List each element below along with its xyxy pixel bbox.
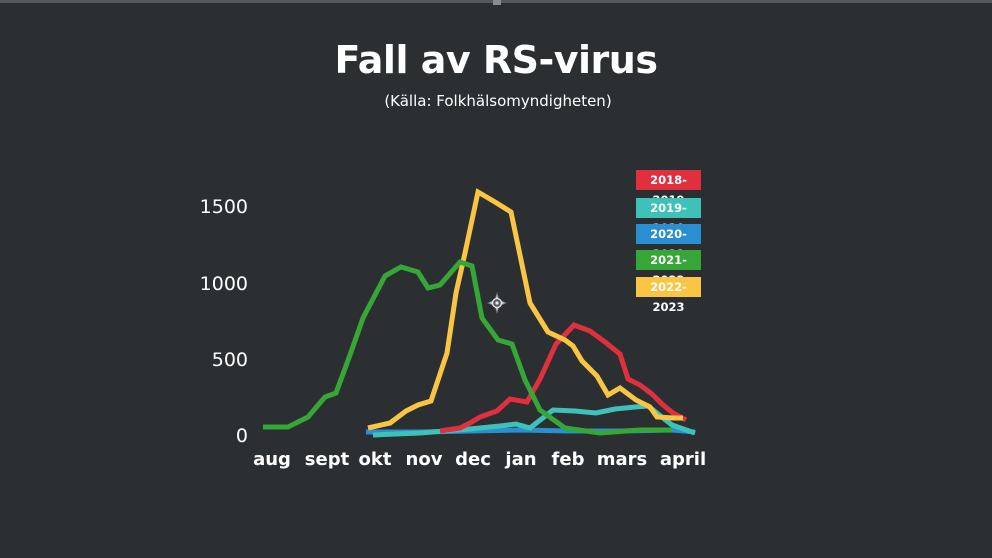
y-tick-500: 500 — [212, 349, 248, 371]
x-tick-mars: mars — [597, 449, 648, 470]
legend-2019-2020: 2019-2020 — [636, 198, 701, 235]
legend-2018-2019: 2018-2019 — [636, 170, 701, 207]
series-2021-2022 — [263, 259, 672, 436]
x-tick-nov: nov — [406, 449, 443, 470]
window-drag-handle[interactable] — [493, 0, 501, 5]
x-tick-aug: aug — [253, 449, 291, 470]
y-tick-0: 0 — [236, 425, 248, 447]
chart-subtitle: (Källa: Folkhälsomyndigheten) — [384, 92, 612, 110]
y-tick-1500: 1500 — [200, 196, 248, 218]
crosshair-cursor-icon — [486, 292, 508, 314]
chart-title: Fall av RS-virus — [334, 38, 658, 82]
legend-2021-2022: 2021-2022 — [636, 250, 701, 287]
y-tick-1000: 1000 — [200, 273, 248, 295]
legend-2022-2023: 2022-2023 — [636, 277, 701, 314]
series-2022-2023 — [367, 188, 683, 431]
legend-2020-2021: 2020-2021 — [636, 224, 701, 261]
x-tick-dec: dec — [455, 449, 491, 470]
x-tick-april: april — [660, 449, 706, 470]
x-tick-sept: sept — [305, 449, 350, 470]
x-tick-feb: feb — [552, 449, 585, 470]
series-2018-2019 — [439, 322, 688, 434]
x-tick-okt: okt — [359, 449, 392, 470]
x-tick-jan: jan — [504, 449, 536, 470]
